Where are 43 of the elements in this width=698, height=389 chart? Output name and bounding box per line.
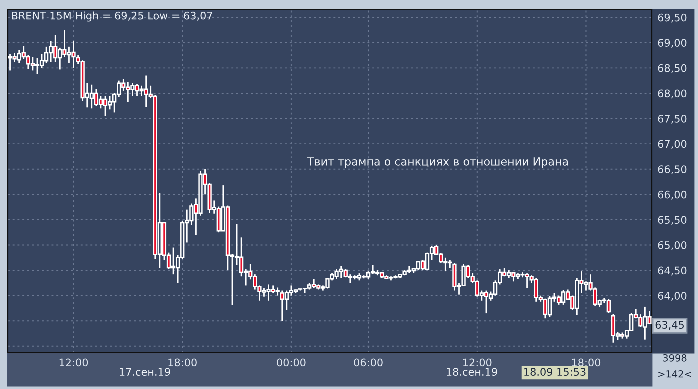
x-tick-label: 12:00 <box>464 358 492 367</box>
candlestick <box>94 88 99 107</box>
candlestick <box>556 295 562 306</box>
candlestick <box>35 57 40 75</box>
text: 18.сен.19 <box>447 368 498 376</box>
x-tick-label: 00:00 <box>277 358 306 367</box>
candlestick <box>289 285 294 297</box>
text: 17.сен.19 <box>120 368 170 376</box>
candlestick <box>30 56 36 72</box>
text: >142< <box>658 370 692 378</box>
x-tick-label: 12:00 <box>60 358 88 367</box>
y-tick-label: 65,00 <box>658 241 687 250</box>
y-tick-label: 67,00 <box>658 140 687 150</box>
candlestick <box>103 95 108 117</box>
text: 18.09 15:53 <box>524 368 586 376</box>
y-tick-label: 64,50 <box>658 266 687 276</box>
candlestick <box>561 290 566 306</box>
y-tick-label: 69,00 <box>658 39 687 48</box>
candlestick <box>108 95 112 110</box>
candlestick <box>239 236 244 278</box>
y-tick-label: 66,00 <box>658 190 687 200</box>
text: 63,45 <box>656 321 684 330</box>
x-tick-label: 18:00 <box>572 358 601 367</box>
candlestick <box>606 298 611 314</box>
chart-title: BRENT 15M High = 69,25 Low = 63,07 <box>12 12 212 22</box>
y-tick-label: 67,50 <box>658 114 687 124</box>
candlestick <box>548 296 552 318</box>
candlestick <box>484 290 489 314</box>
x-tick-label: 18:00 <box>168 358 197 367</box>
candlestick <box>98 95 104 110</box>
x-tick-label: 06:00 <box>354 358 383 367</box>
y-tick-label: 68,00 <box>658 90 687 99</box>
y-tick-label: 68,50 <box>658 64 687 74</box>
candlestick <box>611 313 616 344</box>
y-tick-label: 64,00 <box>658 292 687 301</box>
candlestick <box>40 53 44 69</box>
annotation: Твит трампа о санкциях в отношении Ирана <box>307 158 568 168</box>
y-tick-label: 66,50 <box>658 166 687 175</box>
text: 3998 <box>663 354 687 362</box>
candlestick <box>171 247 176 276</box>
y-tick-label: 69,50 <box>658 14 687 23</box>
y-tick-label: 65,50 <box>658 216 687 226</box>
candlestick <box>44 46 49 64</box>
